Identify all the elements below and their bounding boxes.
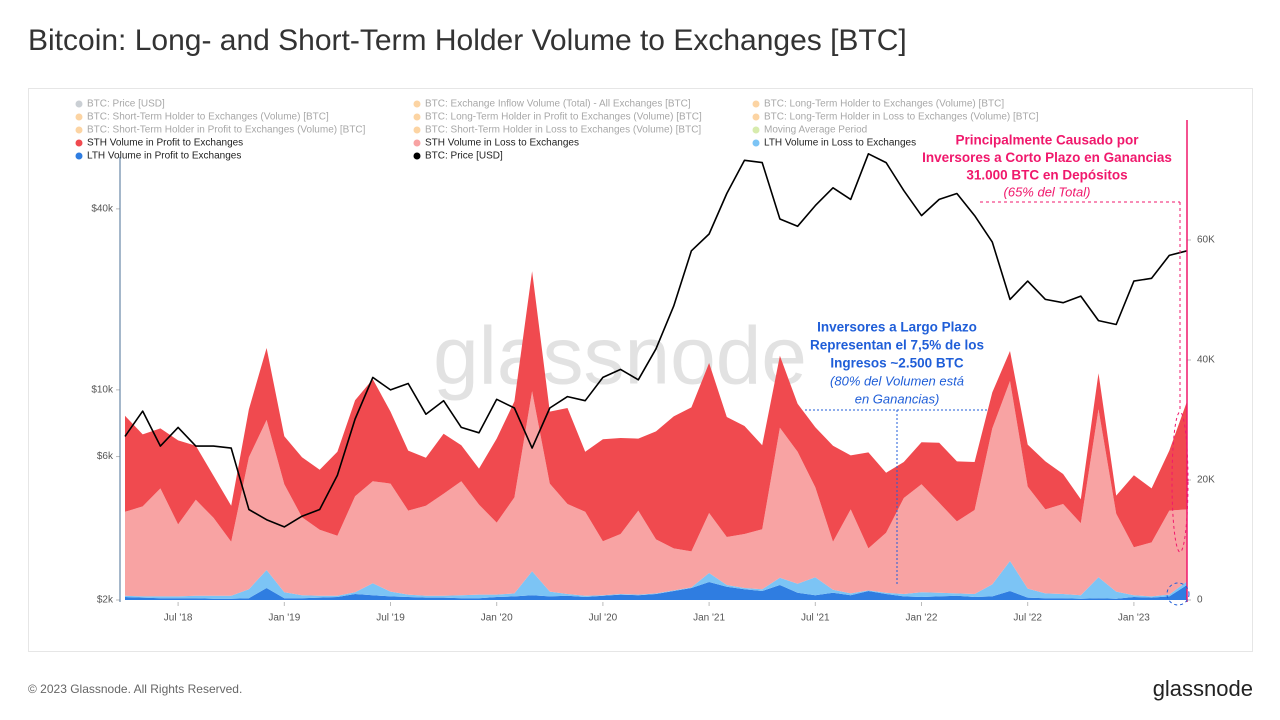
- area-series: [125, 271, 1187, 552]
- y2-tick-label: 40K: [1197, 355, 1215, 366]
- plot-area: $2k $6k $10k $40k 0 20K 40K 60K Jul '18 Jan '19 Ju…: [91, 153, 1215, 624]
- y-tick-label: $6k: [97, 451, 114, 462]
- annotation-highlight: [1171, 411, 1189, 553]
- legend-swatch: [752, 139, 760, 147]
- x-tick-label: Jan '22: [906, 613, 938, 624]
- x-tick-label: Jul '20: [589, 613, 618, 624]
- legend-swatch: [413, 126, 421, 134]
- legend-label: BTC: Exchange Inflow Volume (Total) - Al…: [425, 99, 691, 110]
- y2-tick-label: 20K: [1197, 475, 1215, 486]
- annotation-text: Inversores a Largo Plazo: [817, 320, 977, 335]
- annotation-note: en Ganancias): [855, 391, 940, 406]
- legend-swatch: [75, 100, 83, 108]
- y-tick-label: $40k: [91, 203, 114, 214]
- chart-title: Bitcoin: Long- and Short-Term Holder Vol…: [28, 24, 907, 57]
- annotation-text: Principalmente Causado por: [955, 133, 1139, 148]
- chart-frame: [28, 88, 1253, 652]
- legend-swatch: [413, 152, 421, 160]
- legend-label: LTH Volume in Profit to Exchanges: [87, 151, 241, 162]
- y2-tick-label: 0: [1197, 595, 1203, 606]
- legend-swatch: [752, 126, 760, 134]
- legend-swatch: [752, 100, 760, 108]
- brand-logo: glassnode: [1153, 676, 1253, 701]
- legend-label: BTC: Short-Term Holder to Exchanges (Vol…: [87, 112, 329, 123]
- watermark: glassnode: [433, 311, 807, 402]
- legend-swatch: [75, 113, 83, 121]
- x-tick-label: Jan '20: [481, 613, 513, 624]
- legend-swatch: [752, 113, 760, 121]
- legend-label: BTC: Long-Term Holder in Profit to Excha…: [425, 112, 702, 123]
- footer: © 2023 Glassnode. All Rights Reserved.: [28, 682, 242, 696]
- annotations: Principalmente Causado por Inversores a C…: [805, 133, 1190, 606]
- legend-label: STH Volume in Loss to Exchanges: [425, 138, 579, 149]
- legend-label: BTC: Long-Term Holder to Exchanges (Volu…: [764, 99, 1004, 110]
- annotation-text: Inversores a Corto Plazo en Ganancias: [922, 150, 1172, 165]
- annotation-text: 31.000 BTC en Depósitos: [966, 168, 1127, 183]
- legend-label: BTC: Short-Term Holder in Loss to Exchan…: [425, 125, 701, 136]
- legend-label: BTC: Short-Term Holder in Profit to Exch…: [87, 125, 366, 136]
- legend-label: LTH Volume in Loss to Exchanges: [764, 138, 916, 149]
- area-series: [125, 582, 1187, 600]
- price-line: [124, 153, 1188, 528]
- annotation-text: Representan el 7,5% de los: [810, 338, 984, 353]
- legend-label: BTC: Long-Term Holder in Loss to Exchang…: [764, 112, 1039, 123]
- x-tick-label: Jan '23: [1118, 613, 1150, 624]
- legend-label: STH Volume in Profit to Exchanges: [87, 138, 243, 149]
- legend-swatch: [413, 139, 421, 147]
- x-tick-label: Jul '19: [376, 613, 405, 624]
- legend-label: BTC: Price [USD]: [425, 151, 503, 162]
- area-series: [125, 381, 1187, 597]
- legend-swatch: [413, 100, 421, 108]
- annotation-note: (80% del Volumen está: [830, 373, 964, 388]
- x-tick-label: Jul '18: [164, 613, 193, 624]
- legend-swatch: [413, 113, 421, 121]
- legend-swatch: [75, 126, 83, 134]
- y-tick-label: $2k: [97, 595, 114, 606]
- y2-tick-label: 60K: [1197, 235, 1215, 246]
- x-tick-label: Jul '21: [801, 613, 830, 624]
- annotation-highlight: [1166, 582, 1190, 606]
- legend-swatch: [75, 139, 83, 147]
- annotation-text: Ingresos ~2.500 BTC: [830, 356, 963, 371]
- legend-label: Moving Average Period: [764, 125, 867, 136]
- legend: BTC: Price [USD] BTC: Exchange Inflow Vol…: [75, 99, 1039, 162]
- y-tick-label: $10k: [91, 385, 114, 396]
- x-tick-label: Jul '22: [1013, 613, 1042, 624]
- legend-swatch: [75, 152, 83, 160]
- legend-label: BTC: Price [USD]: [87, 99, 165, 110]
- annotation-note: (65% del Total): [1004, 184, 1091, 199]
- x-tick-label: Jan '19: [268, 613, 300, 624]
- x-tick-label: Jan '21: [693, 613, 725, 624]
